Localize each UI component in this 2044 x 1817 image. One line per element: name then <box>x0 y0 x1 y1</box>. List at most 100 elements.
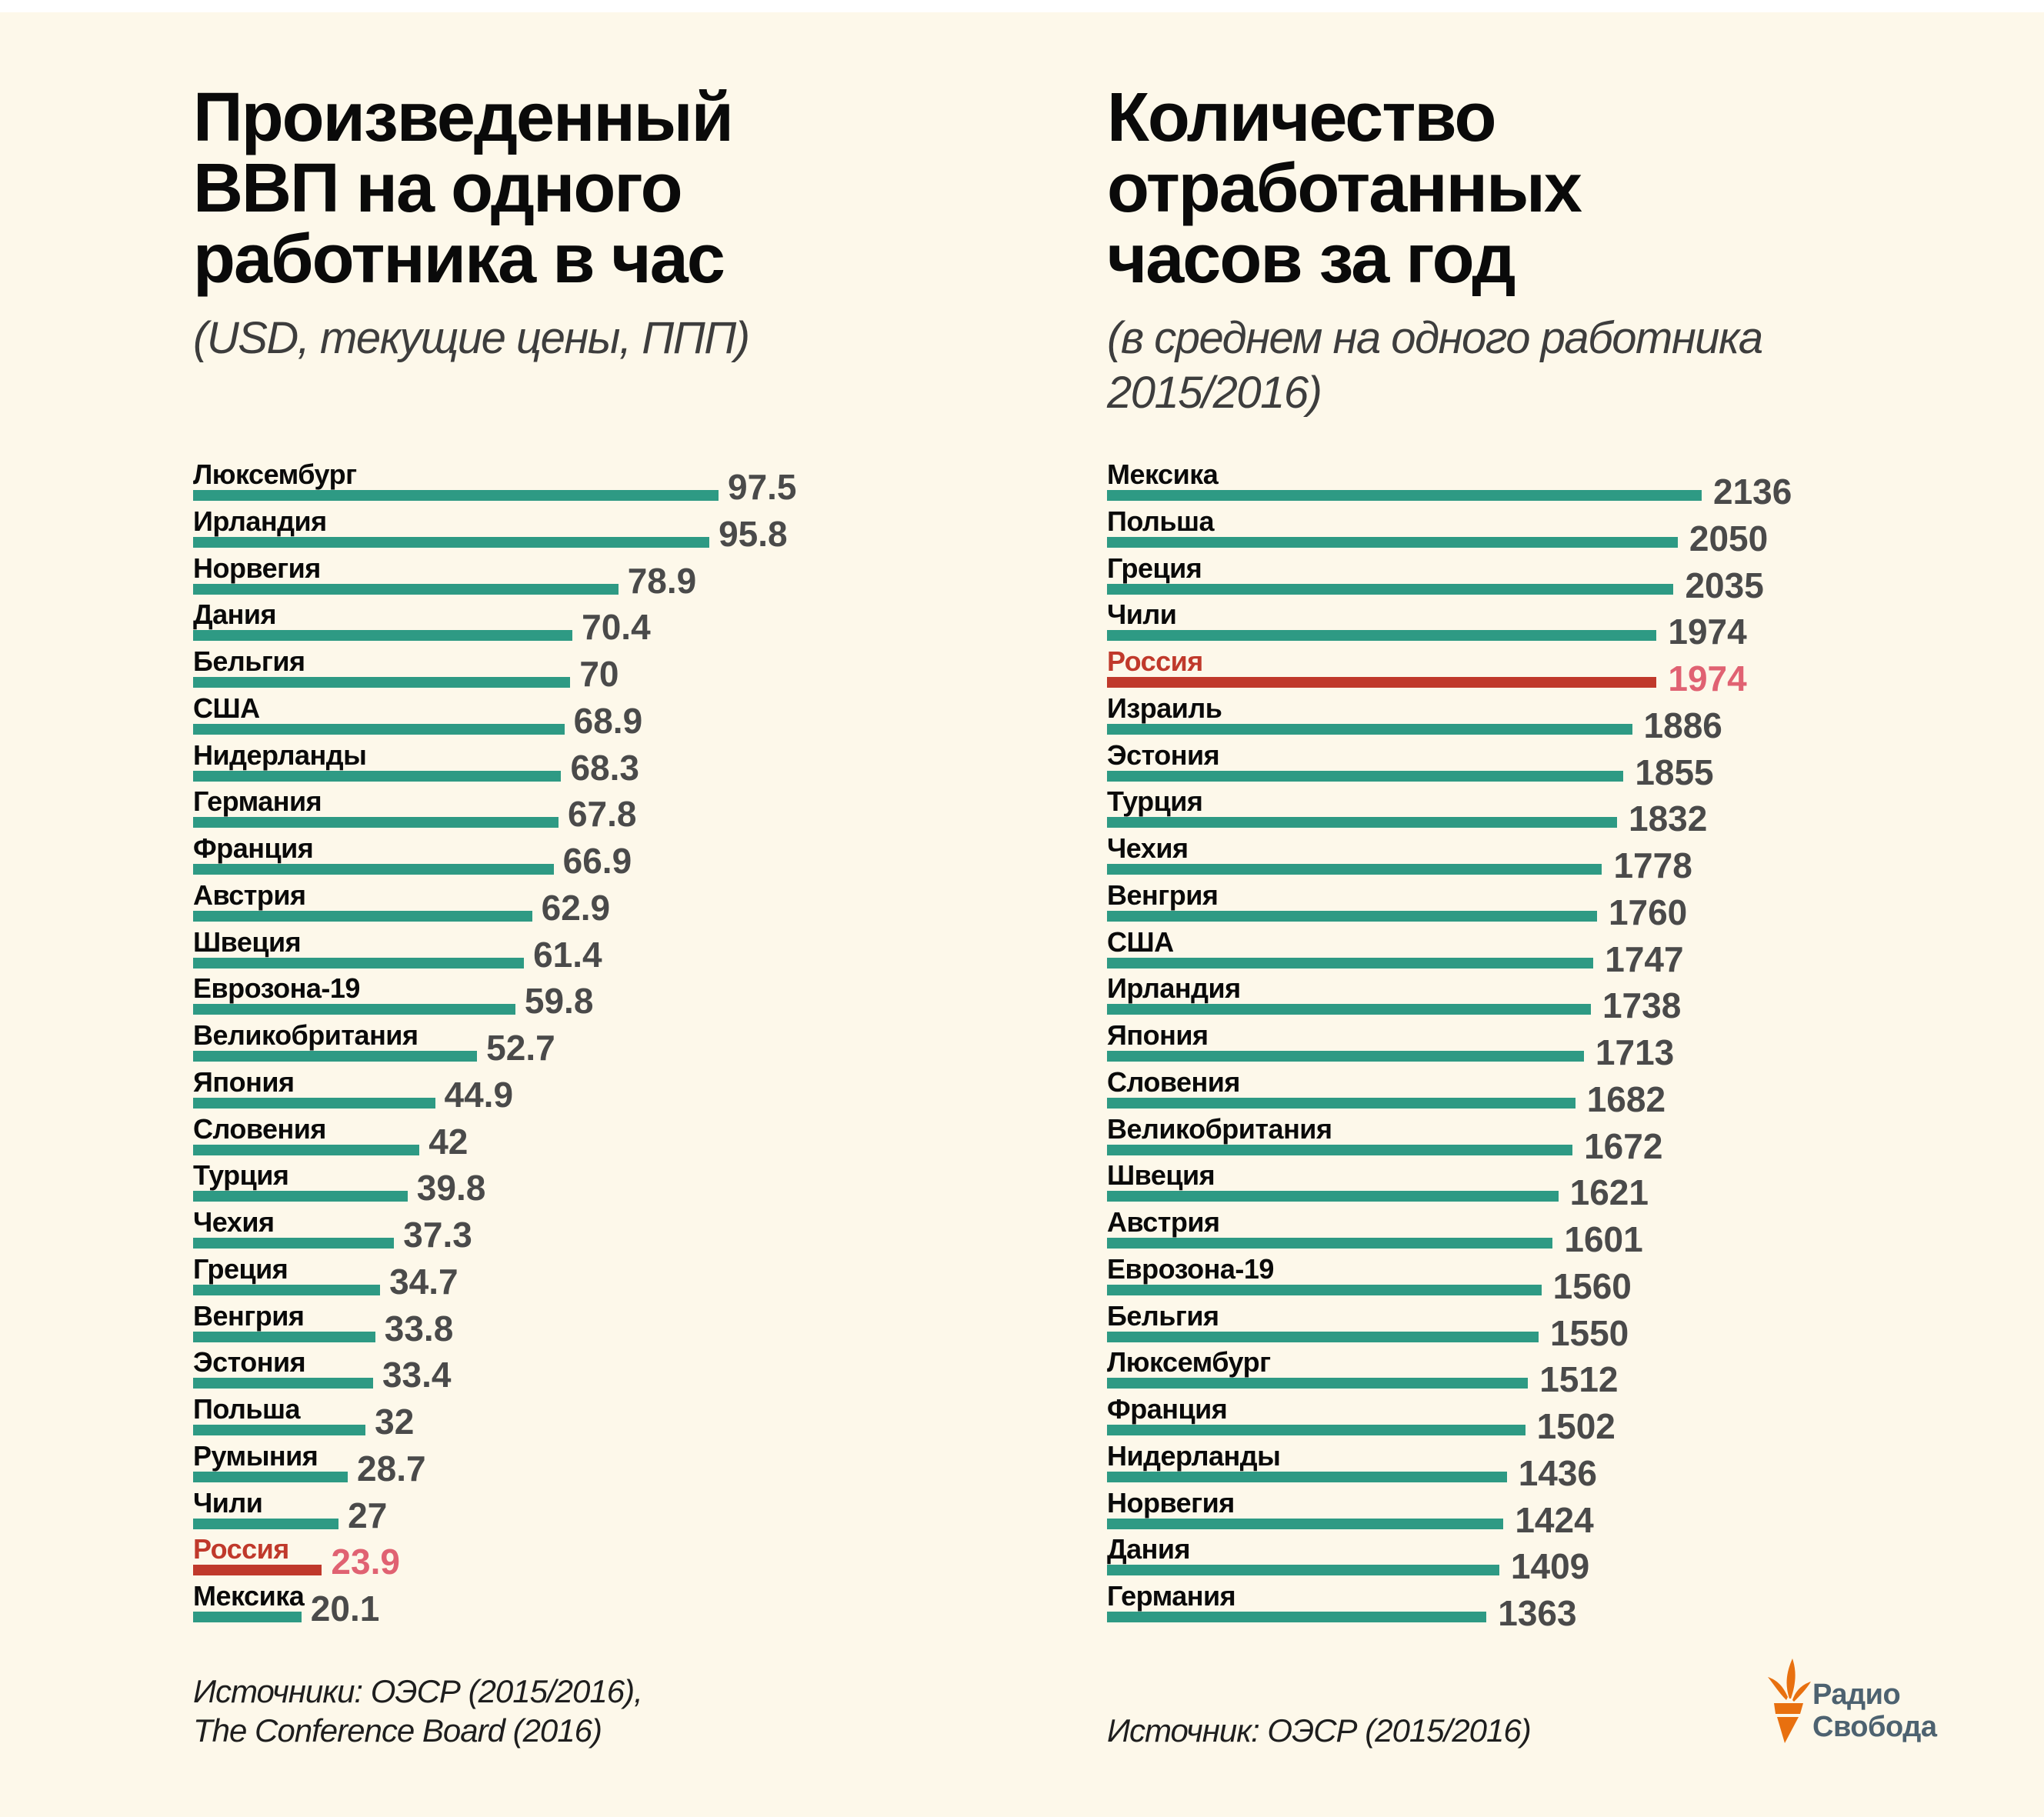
gdp-bar <box>193 910 532 922</box>
hours-category-label: Ирландия <box>1107 972 1241 1005</box>
left-title-line-2: ВВП на одного <box>193 150 683 227</box>
gdp-category-label: Ирландия <box>193 505 327 537</box>
right-source-line-1: Источник: ОЭСР (2015/2016) <box>1107 1712 1532 1749</box>
hours-value-label: 1747 <box>1605 939 1684 979</box>
hours-bar <box>1107 1612 1487 1622</box>
gdp-category-label: Нидерланды <box>193 738 367 771</box>
gdp-category-label: Германия <box>193 785 322 818</box>
gdp-bar <box>193 1144 420 1155</box>
hours-value-label: 1738 <box>1602 985 1682 1026</box>
left-chart-title: Произведенный ВВП на одного работника в … <box>193 79 734 298</box>
gdp-category-label: Еврозона-19 <box>193 972 360 1005</box>
hours-value-label: 1974 <box>1668 612 1747 652</box>
gdp-category-label: Люксембург <box>193 458 357 490</box>
hours-bar <box>1107 1051 1584 1062</box>
hours-bar <box>1107 1004 1591 1015</box>
gdp-bar <box>193 1004 515 1015</box>
gdp-value-label: 37.3 <box>403 1215 472 1255</box>
gdp-value-label: 61.4 <box>533 934 602 975</box>
hours-category-label: Швеция <box>1107 1159 1215 1192</box>
hours-bar <box>1107 957 1594 969</box>
hours-category-label: США <box>1107 925 1174 958</box>
left-chart-subtitle: (USD, текущие цены, ППП) <box>193 311 750 365</box>
gdp-bar <box>193 583 619 595</box>
gdp-bar <box>193 1378 373 1389</box>
hours-bar <box>1107 1097 1576 1109</box>
hours-bar <box>1107 490 1702 501</box>
hours-value-label: 1550 <box>1549 1312 1629 1353</box>
hours-value-label: 1832 <box>1629 798 1708 839</box>
gdp-bar <box>193 1238 395 1249</box>
gdp-value-label: 59.8 <box>524 981 594 1022</box>
gdp-bar <box>193 1331 375 1342</box>
left-title-line-1: Произведенный <box>193 79 734 156</box>
gdp-value-label: 20.1 <box>310 1589 380 1629</box>
gdp-bar <box>193 630 573 642</box>
gdp-value-label: 33.8 <box>384 1308 454 1349</box>
hours-bar <box>1107 677 1657 688</box>
right-title-line-3: часов за год <box>1107 221 1515 298</box>
gdp-value-label: 62.9 <box>541 887 611 928</box>
gdp-bar <box>193 1565 322 1576</box>
gdp-bar <box>193 1191 408 1202</box>
hours-bar <box>1107 1425 1525 1435</box>
gdp-value-label: 44.9 <box>444 1074 514 1115</box>
hours-value-label: 2136 <box>1713 472 1792 512</box>
gdp-category-label: Греция <box>193 1252 288 1285</box>
gdp-bar <box>193 1471 348 1482</box>
radio-svoboda-logo: Радио Свобода <box>1766 1654 1937 1746</box>
right-chart-subtitle: (в среднем на одного работника 2015/2016… <box>1107 311 1763 420</box>
hours-value-label: 1974 <box>1668 658 1747 698</box>
gdp-value-label: 52.7 <box>486 1028 555 1068</box>
gdp-bar <box>193 536 710 548</box>
gdp-category-label: Австрия <box>193 878 306 911</box>
gdp-bar <box>193 1097 435 1109</box>
left-subtitle-line-1: (USD, текущие цены, ППП) <box>193 313 750 363</box>
gdp-category-label: Великобритания <box>193 1019 418 1051</box>
logo-text-line-1: Радио <box>1812 1679 1901 1711</box>
right-title-line-2: отработанных <box>1107 150 1582 227</box>
hours-bar <box>1107 536 1678 548</box>
hours-value-label: 1682 <box>1586 1079 1666 1119</box>
hours-category-label: Великобритания <box>1107 1112 1332 1145</box>
gdp-category-label: Румыния <box>193 1439 318 1472</box>
hours-category-label: Япония <box>1107 1019 1209 1051</box>
gdp-value-label: 68.9 <box>573 700 643 741</box>
hours-bar <box>1107 770 1624 782</box>
hours-category-label: Россия <box>1107 645 1203 677</box>
hours-category-label: Дания <box>1107 1533 1191 1565</box>
hours-value-label: 1886 <box>1643 705 1722 745</box>
hours-value-label: 1409 <box>1510 1546 1590 1587</box>
gdp-bar <box>193 723 565 735</box>
gdp-bar <box>193 864 554 875</box>
hours-category-label: Турция <box>1107 785 1203 818</box>
gdp-value-label: 70.4 <box>582 607 651 648</box>
right-title-line-1: Количество <box>1107 79 1497 156</box>
hours-value-label: 1855 <box>1635 752 1714 792</box>
gdp-category-label: Чехия <box>193 1206 275 1238</box>
hours-bar <box>1107 1378 1529 1389</box>
hours-category-label: Венгрия <box>1107 878 1219 911</box>
gdp-category-label: Норвегия <box>193 552 321 584</box>
left-title-line-3: работника в час <box>193 221 725 298</box>
hours-value-label: 2050 <box>1689 518 1769 558</box>
hours-category-label: Греция <box>1107 552 1202 584</box>
hours-category-label: Эстония <box>1107 738 1220 771</box>
gdp-category-label: Словения <box>193 1112 326 1145</box>
hours-category-label: Австрия <box>1107 1206 1220 1238</box>
gdp-category-label: Бельгия <box>193 645 305 677</box>
hours-bar <box>1107 817 1617 828</box>
hours-value-label: 1760 <box>1608 892 1688 932</box>
hours-bar <box>1107 1331 1539 1342</box>
hours-value-label: 1512 <box>1539 1359 1619 1400</box>
hours-value-label: 1502 <box>1536 1406 1616 1446</box>
gdp-bar <box>193 770 562 782</box>
hours-category-label: Чили <box>1107 598 1177 631</box>
gdp-value-label: 23.9 <box>331 1542 400 1582</box>
left-source-note: Источники: ОЭСР (2015/2016), The Confere… <box>193 1672 643 1750</box>
hours-category-label: Нидерланды <box>1107 1439 1281 1472</box>
gdp-value-label: 42 <box>428 1121 468 1162</box>
hours-value-label: 1621 <box>1569 1172 1649 1213</box>
